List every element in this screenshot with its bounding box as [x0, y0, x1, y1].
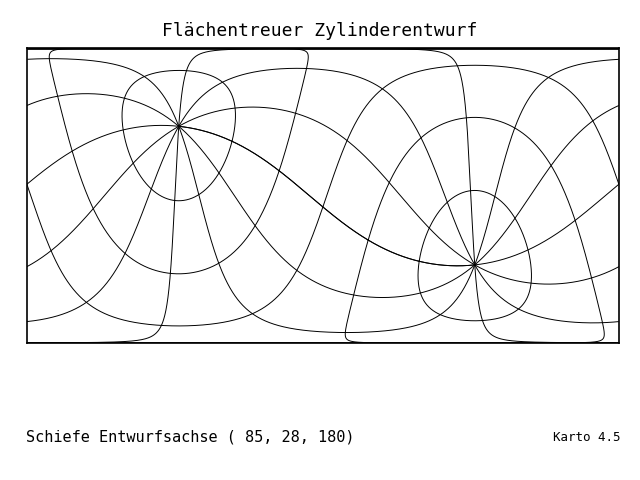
Text: Schiefe Entwurfsachse ( 85, 28, 180): Schiefe Entwurfsachse ( 85, 28, 180)	[26, 429, 354, 444]
Text: Karto 4.5: Karto 4.5	[554, 431, 621, 444]
Text: Flächentreuer Zylinderentwurf: Flächentreuer Zylinderentwurf	[163, 22, 477, 40]
